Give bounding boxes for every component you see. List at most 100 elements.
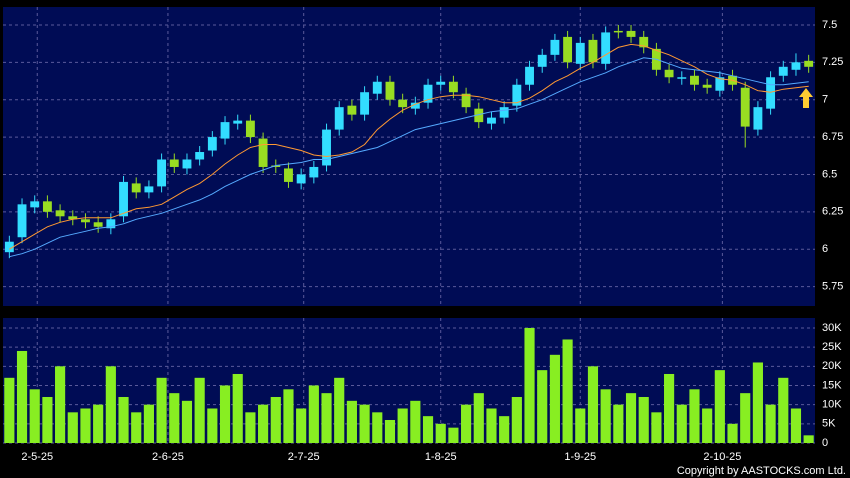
volume-bar — [448, 427, 459, 443]
candle-body — [119, 181, 128, 217]
volume-bar — [169, 393, 180, 443]
volume-bar — [499, 416, 510, 443]
volume-bar — [359, 404, 370, 443]
volume-bar — [537, 370, 548, 443]
candle-body — [296, 174, 306, 184]
candle-body — [588, 39, 598, 63]
y-tick-label: 6.75 — [822, 131, 843, 143]
volume-bar — [689, 389, 700, 443]
candle-body — [448, 81, 458, 93]
candle-body — [778, 66, 788, 76]
y-tick-label: 20K — [822, 360, 842, 372]
volume-bar — [664, 373, 675, 443]
volume-bar — [80, 408, 91, 443]
x-tick-label: 2-10-25 — [703, 451, 741, 463]
volume-bar — [625, 393, 637, 443]
candle-body — [220, 122, 230, 139]
candle-body — [182, 159, 192, 169]
y-tick-label: 7.5 — [822, 19, 837, 31]
volume-bar — [372, 412, 383, 443]
candle-body — [613, 30, 623, 33]
volume-bar — [232, 373, 243, 443]
candle-body — [42, 201, 52, 212]
candle-body — [474, 108, 484, 123]
volume-bar — [549, 354, 560, 443]
volume-bar — [651, 412, 662, 443]
x-tick-label: 1-9-25 — [564, 451, 596, 463]
candle-body — [347, 105, 357, 115]
volume-bar — [308, 385, 319, 443]
volume-bar — [219, 385, 231, 443]
volume-bar — [67, 412, 78, 443]
volume-bar — [143, 404, 154, 443]
volume-bar — [562, 339, 573, 443]
candle-body — [271, 165, 281, 167]
volume-bar — [473, 393, 484, 443]
volume-bar — [16, 350, 28, 443]
volume-bar — [600, 389, 611, 443]
candle-body — [334, 107, 344, 130]
candle-body — [169, 159, 179, 167]
y-tick-label: 25K — [822, 341, 842, 353]
candle-body — [550, 39, 560, 55]
volume-bar — [384, 419, 396, 443]
volume-bar — [283, 389, 294, 443]
candle-body — [81, 219, 90, 223]
candle-body — [258, 138, 268, 167]
candle-body — [512, 84, 522, 106]
candle-body — [68, 216, 78, 220]
moving-average-line — [9, 57, 809, 258]
volume-bar — [638, 396, 649, 443]
candle-body — [436, 81, 446, 85]
candle-body — [804, 60, 814, 67]
y-tick-label: 5.75 — [822, 280, 843, 292]
volume-bar — [131, 412, 142, 443]
candle-body — [410, 102, 420, 109]
candle-body — [525, 66, 534, 85]
candle-body — [372, 81, 382, 94]
volume-bar — [461, 404, 472, 443]
candle-body — [131, 183, 141, 193]
candle-body — [499, 107, 509, 118]
volume-bar — [105, 366, 116, 443]
candle-body — [639, 36, 649, 48]
volume-bar — [194, 377, 205, 443]
candle-body — [30, 201, 40, 208]
candle-body — [398, 99, 408, 108]
candle-body — [626, 30, 636, 37]
y-tick-label: 30K — [822, 322, 842, 334]
y-tick-label: 6.25 — [822, 206, 843, 218]
volume-bar — [118, 396, 129, 443]
volume-bar — [790, 408, 802, 443]
volume-bar — [245, 412, 256, 443]
candle-body — [766, 77, 776, 109]
volume-bar — [346, 400, 357, 443]
candle-body — [563, 36, 573, 63]
volume-bar — [511, 396, 522, 443]
y-tick-label: 7 — [822, 94, 828, 106]
x-tick-label: 2-6-25 — [152, 451, 184, 463]
candle-body — [4, 241, 14, 253]
candle-body — [207, 137, 217, 151]
candle-body — [93, 222, 103, 227]
candle-body — [55, 210, 65, 217]
volume-bar — [435, 423, 446, 443]
x-tick-label: 2-7-25 — [288, 451, 320, 463]
volume-bar — [29, 389, 40, 443]
y-tick-label: 15K — [822, 379, 842, 391]
volume-bar — [613, 404, 624, 443]
volume-bar — [702, 408, 713, 443]
volume-bar — [803, 435, 814, 443]
candle-body — [106, 219, 116, 229]
volume-bar — [42, 396, 53, 443]
volume-bar — [524, 327, 535, 443]
volume-bar — [321, 393, 332, 443]
candle-body — [423, 84, 433, 103]
candle-body — [740, 87, 750, 127]
candle-body — [309, 166, 319, 178]
candle-body — [715, 77, 725, 91]
price-panel — [3, 7, 815, 306]
copyright: Copyright by AASTOCKS.com Ltd. — [677, 465, 846, 477]
candle-body — [195, 152, 205, 160]
